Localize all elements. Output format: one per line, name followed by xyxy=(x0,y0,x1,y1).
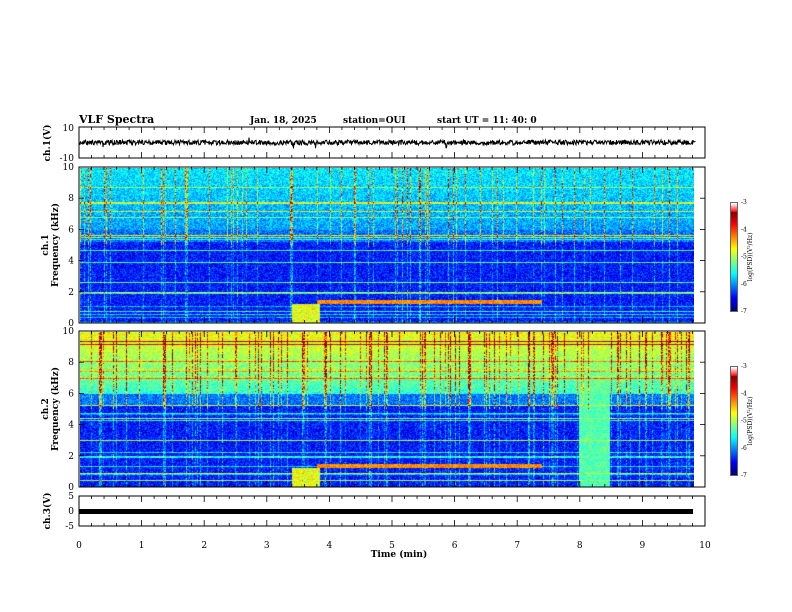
ch2-colorbar-gradient xyxy=(731,367,737,475)
ch1-ytick-top: 10 xyxy=(63,124,75,134)
ch3-ylabel: ch.3(V) xyxy=(42,493,53,530)
ch2-colorbar-tick-label: -7 xyxy=(741,472,747,479)
ch2-spec-ytick-label: 4 xyxy=(68,421,74,431)
ch1-spec-ytick-label: 10 xyxy=(63,163,75,173)
x-tick-label: 4 xyxy=(327,541,333,551)
ch1-colorbar-gradient xyxy=(731,203,737,311)
ch2-spectrogram-image xyxy=(79,331,694,487)
ch1-colorbar: -3 -4 -5 -6 -7 log(PSD)(V²/Hz) xyxy=(730,199,754,315)
ch2-colorbar-tick-label: -5 xyxy=(741,418,747,425)
ch1-spectrogram-panel: 0 2 4 6 8 10 ch.1 Frequency (kHz) -3 -4 -5 -6 -7 … xyxy=(41,163,754,329)
ch2-spectrogram-yticks: 0 2 4 6 8 10 xyxy=(63,327,705,493)
ch2-colorbar: -3 -4 -5 -6 -7 log(PSD)(V²/Hz) xyxy=(730,363,754,479)
ch1-waveform-trace xyxy=(78,137,696,149)
ch2-spec-ytick-label: 2 xyxy=(68,452,74,462)
x-tick-label: 9 xyxy=(640,541,646,551)
ch2-spectrogram-panel: 0 2 4 6 8 10 ch.2 Frequency (kHz) -3 -4 -5 -6 -7 … xyxy=(41,327,754,493)
ch1-spectrogram-yticks: 0 2 4 6 8 10 xyxy=(63,163,705,329)
ch1-spec-ytick-label: 6 xyxy=(68,225,74,235)
x-tick-label: 2 xyxy=(201,541,207,551)
ch1-spectrogram-channel-label: ch.1 xyxy=(41,234,51,255)
ch1-colorbar-tick-label: -5 xyxy=(741,254,747,261)
ch1-spec-ytick-label: 8 xyxy=(68,194,74,204)
figure-date: Jan. 18, 2025 xyxy=(249,116,317,126)
figure-station: station=OUI xyxy=(343,116,406,126)
ch2-colorbar-tick-label: -3 xyxy=(741,363,747,370)
ch1-colorbar-ticks: -3 -4 -5 -6 -7 xyxy=(741,199,747,315)
x-tick-label: 3 xyxy=(264,541,270,551)
x-axis-label: Time (min) xyxy=(371,549,428,560)
ch2-colorbar-ticks: -3 -4 -5 -6 -7 xyxy=(741,363,747,479)
ch1-spec-ytick-label: 2 xyxy=(68,288,74,298)
x-tick-label: 1 xyxy=(139,541,145,551)
ch2-spectrogram-ticks xyxy=(78,331,706,487)
ch3-ticks xyxy=(78,496,706,526)
ch1-spec-ytick-label: 0 xyxy=(68,319,74,329)
ch1-colorbar-tick-label: -4 xyxy=(741,226,747,233)
ch2-colorbar-tick-label: -4 xyxy=(741,390,747,397)
x-tick-label: 6 xyxy=(452,541,458,551)
ch1-spectrogram-image xyxy=(79,167,694,323)
ch1-colorbar-tick-label: -6 xyxy=(741,281,747,288)
x-tick-label: 5 xyxy=(389,541,395,551)
x-tick-label: 10 xyxy=(699,541,711,551)
ch1-colorbar-tick-label: -3 xyxy=(741,199,747,206)
ch1-spec-ytick-label: 4 xyxy=(68,257,74,267)
ch1-colorbar-frame xyxy=(730,202,738,312)
ch2-spectrogram-ylabel: Frequency (kHz) xyxy=(50,367,61,451)
ch2-spectrogram-channel-label: ch.2 xyxy=(41,398,51,419)
ch2-colorbar-label: log(PSD)(V²/Hz) xyxy=(747,397,754,446)
ch2-colorbar-frame xyxy=(730,366,738,476)
ch2-spec-ytick-label: 10 xyxy=(63,327,75,337)
figure-title: VLF Spectra xyxy=(78,113,154,126)
ch2-spec-ytick-label: 0 xyxy=(68,483,74,493)
ch3-waveform-panel: 5 0 -5 ch.3(V) xyxy=(42,492,706,532)
ch3-waveform-trace xyxy=(79,509,693,514)
x-tick-label: 7 xyxy=(514,541,520,551)
ch1-colorbar-tick-label: -7 xyxy=(741,308,747,315)
ch1-colorbar-label: log(PSD)(V²/Hz) xyxy=(747,233,754,282)
ch1-waveform-panel: 10 -10 ch.1(V) xyxy=(42,124,706,164)
x-tick-label: 0 xyxy=(76,541,82,551)
figure-start-time: start UT = 11: 40: 0 xyxy=(437,116,537,126)
ch1-ytick-bottom: -10 xyxy=(60,154,75,164)
ch1-ticks xyxy=(78,127,706,158)
ch1-spectrogram-ylabel: Frequency (kHz) xyxy=(50,203,61,287)
ch3-ytick-top: 5 xyxy=(68,492,74,502)
ch3-ytick-mid: 0 xyxy=(68,507,74,517)
ch2-spec-ytick-label: 6 xyxy=(68,389,74,399)
x-tick-label: 8 xyxy=(577,541,583,551)
ch1-spectrogram-ticks xyxy=(78,167,706,323)
x-tick-labels: 0 1 2 3 4 5 6 7 8 9 10 xyxy=(76,541,711,551)
ch2-spec-ytick-label: 8 xyxy=(68,358,74,368)
ch3-ytick-bottom: -5 xyxy=(65,522,74,532)
ch2-colorbar-tick-label: -6 xyxy=(741,445,747,452)
ch1-ylabel: ch.1(V) xyxy=(42,125,53,162)
